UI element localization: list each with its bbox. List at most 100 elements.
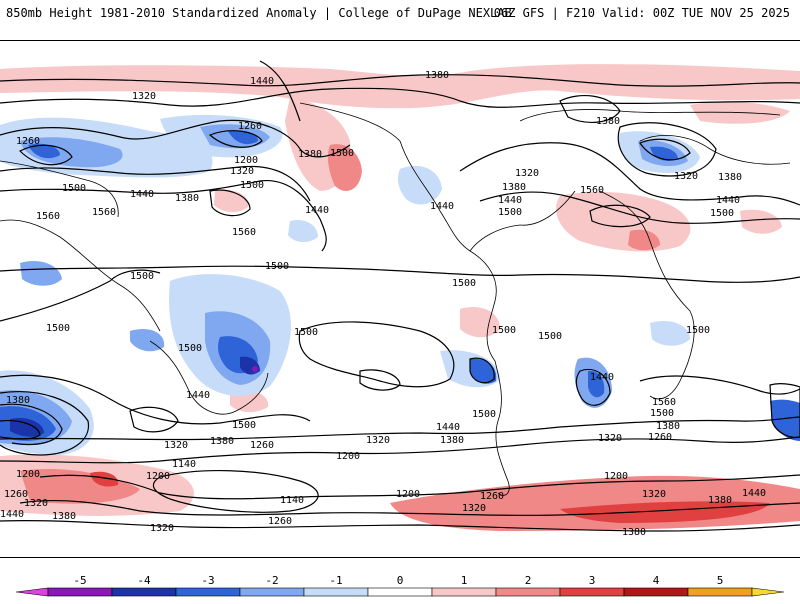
contour-label: 1440 [0,509,24,520]
contour-label: 1500 [46,323,70,334]
colorbar-tick-label: 3 [589,574,596,587]
colorbar-tick-label: 5 [717,574,724,587]
contour-label: 1560 [652,397,676,408]
contour-label: 1380 [622,527,646,538]
contour-label: 1380 [52,511,76,522]
colorbar-swatch [367,587,433,597]
colorbar-tick-label: -5 [73,574,86,587]
colorbar-swatch [303,587,369,597]
contour-label: 1500 [710,208,734,219]
contour-label: 1500 [232,420,256,431]
colorbar-tick-label: 1 [461,574,468,587]
contour-label: 1560 [92,207,116,218]
contour-label: 1200 [336,451,360,462]
contour-label: 1440 [305,205,329,216]
map-title: 850mb Height 1981-2010 Standardized Anom… [6,6,512,20]
contour-label: 1320 [24,498,48,509]
colorbar-tick-label: -1 [329,574,342,587]
colorbar-swatch [495,587,561,597]
contour-label: 1440 [186,390,210,401]
contour-label: 1320 [462,503,486,514]
contour-label: 1440 [436,422,460,433]
colorbar-swatch [751,587,785,597]
contour-label: 1380 [708,495,732,506]
colorbar-tick-label: -4 [137,574,151,587]
contour-label: 1500 [686,325,710,336]
colorbar-tick-label: -2 [265,574,278,587]
contour-label: 1500 [62,183,86,194]
contour-labels: 1440 1380 1320 1260 1260 1200 1320 1380 … [0,70,766,538]
contour-label: 1500 [294,327,318,338]
contour-label: 1200 [396,489,420,500]
contour-label: 1440 [498,195,522,206]
contour-label: 1200 [234,155,258,166]
contour-label: 1440 [130,189,154,200]
contour-label: 1320 [366,435,390,446]
contour-label: 1260 [238,121,262,132]
contour-label: 1140 [280,495,304,506]
colorbar-tick-label: 0 [397,574,404,587]
contour-label: 1440 [430,201,454,212]
contour-label: 1380 [440,435,464,446]
contour-label: 1260 [648,432,672,443]
colorbar-tick-label: 4 [653,574,660,587]
colorbar-swatch [687,587,753,597]
contour-label: 1200 [604,471,628,482]
contour-label: 1260 [268,516,292,527]
contour-label: 1320 [150,523,174,534]
colorbar-swatch [111,587,177,597]
colorbar-swatch [15,587,49,597]
colorbar-swatch [431,587,497,597]
colorbar-swatch [175,587,241,597]
height-contours [0,60,800,532]
contour-label: 1560 [232,227,256,238]
contour-label: 1500 [538,331,562,342]
contour-label: 1500 [265,261,289,272]
colorbar: -5 -4 -3 -2 -1 0 1 2 3 4 5 [0,572,800,600]
contour-label: 1500 [178,343,202,354]
colorbar-tick-labels: -5 -4 -3 -2 -1 0 1 2 3 4 5 [73,574,723,587]
contour-label: 1500 [330,148,354,159]
contour-label: 1500 [452,278,476,289]
contour-label: 1380 [425,70,449,81]
contour-label: 1440 [742,488,766,499]
contour-label: 1260 [16,136,40,147]
run-info: 06Z GFS | F210 Valid: 00Z TUE NOV 25 202… [493,6,790,20]
contour-label: 1200 [146,471,170,482]
contour-label: 1500 [492,325,516,336]
colorbar-tick-label: 2 [525,574,532,587]
contour-label: 1380 [502,182,526,193]
contour-label: 1320 [642,489,666,500]
colorbar-swatch [623,587,689,597]
contour-label: 1500 [498,207,522,218]
contour-label: 1380 [596,116,620,127]
colorbar-svg: -5 -4 -3 -2 -1 0 1 2 3 4 5 [15,574,785,597]
colorbar-tick-label: -3 [201,574,214,587]
contour-label: 1380 [210,436,234,447]
contour-label: 1500 [240,180,264,191]
colorbar-swatch [239,587,305,597]
colorbar-swatches [15,587,785,597]
colorbar-swatch [559,587,625,597]
header: 850mb Height 1981-2010 Standardized Anom… [0,0,800,40]
contour-label: 1320 [598,433,622,444]
contour-label: 1140 [172,459,196,470]
colorbar-swatch [47,587,113,597]
contour-label: 1500 [650,408,674,419]
contour-label: 1320 [674,171,698,182]
contour-label: 1380 [718,172,742,183]
contour-label: 1440 [716,195,740,206]
contour-label: 1320 [132,91,156,102]
contour-label: 1500 [130,271,154,282]
contour-label: 1260 [4,489,28,500]
contour-label: 1260 [250,440,274,451]
contour-label: 1380 [6,395,30,406]
contour-label: 1380 [298,149,322,160]
contour-label: 1500 [472,409,496,420]
contour-label: 1200 [16,469,40,480]
map-frame[interactable]: 1440 1380 1320 1260 1260 1200 1320 1380 … [0,40,800,558]
contour-label: 1380 [175,193,199,204]
contour-label: 1320 [515,168,539,179]
contour-label: 1380 [656,421,680,432]
contour-label: 1560 [580,185,604,196]
